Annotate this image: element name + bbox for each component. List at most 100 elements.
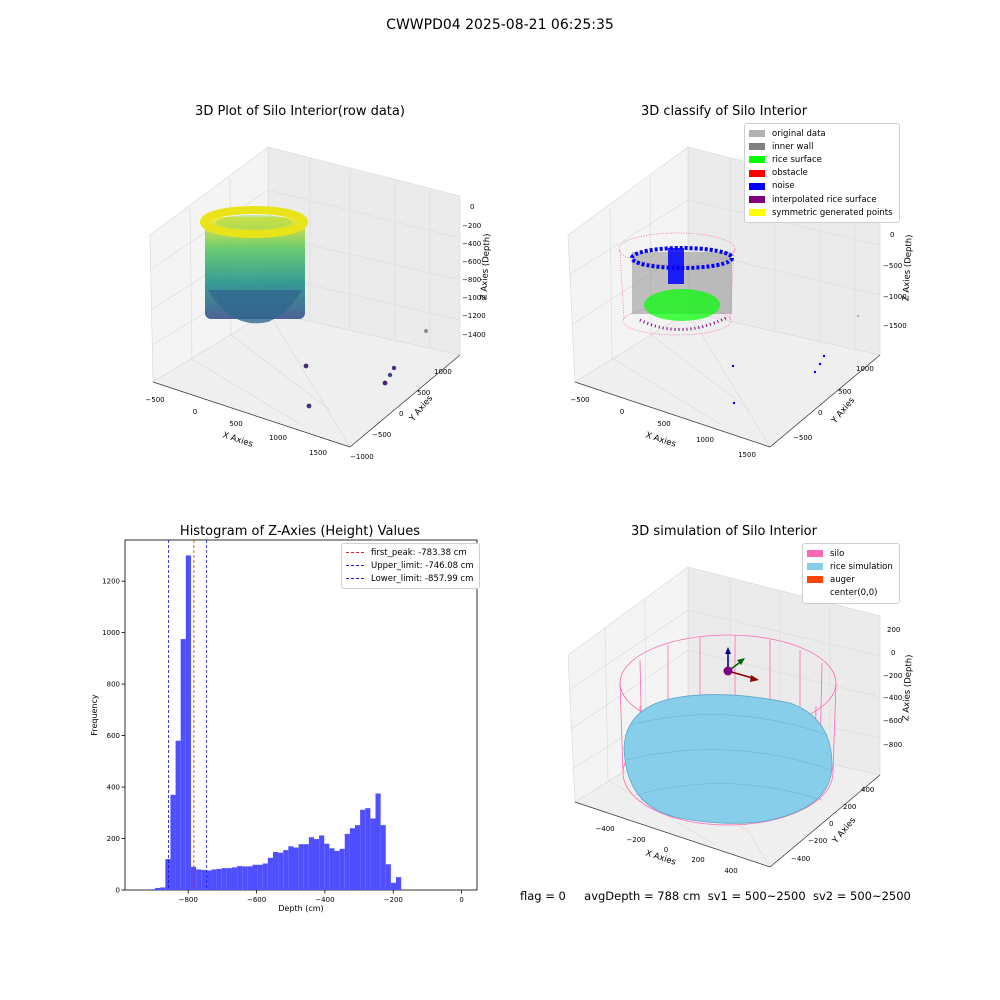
legend-swatch bbox=[807, 590, 823, 597]
simulation-z-tick: 0 bbox=[891, 649, 895, 657]
classify-3d-y-ticks: −500 0 500 1000 bbox=[793, 365, 874, 442]
histogram-bar bbox=[349, 828, 355, 890]
histogram-bar bbox=[293, 847, 299, 890]
simulation-x-tick: 200 bbox=[691, 856, 704, 864]
simulation-x-tick: 0 bbox=[664, 846, 668, 854]
histogram-bar bbox=[385, 864, 391, 890]
simulation-x-tick: −400 bbox=[595, 825, 614, 833]
histogram-bar bbox=[231, 867, 238, 890]
raw-z-tick: −200 bbox=[462, 222, 481, 230]
histogram-bar bbox=[242, 866, 248, 890]
legend-label: auger bbox=[830, 574, 855, 585]
legend-label: symmetric generated points bbox=[772, 207, 893, 218]
legend-item-interpolated-rice-surface: interpolated rice surface bbox=[749, 193, 893, 206]
legend-item-noise: noise bbox=[749, 180, 893, 193]
simulation-legend: silo rice simulation auger center(0,0) bbox=[802, 543, 900, 604]
simulation-z-tick: 200 bbox=[887, 626, 900, 634]
legend-label: obstacle bbox=[772, 168, 808, 179]
histogram-bar bbox=[324, 843, 330, 890]
simulation-z-tick: −800 bbox=[883, 741, 902, 749]
histogram-bar bbox=[190, 866, 197, 890]
sv1-text: sv1 = 500~2500 bbox=[707, 889, 806, 903]
classify-x-axis-label: X Axies bbox=[644, 430, 677, 449]
panel-raw-3d: −500 0 500 1000 1500 −1000 −500 0 500 10… bbox=[145, 146, 493, 461]
histogram-bar bbox=[370, 818, 376, 890]
raw-z-tick: −1000 bbox=[462, 294, 486, 302]
classify-y-tick: 500 bbox=[838, 388, 851, 396]
histogram-y-ticks: 0 200 400 600 800 1000 1200 bbox=[102, 578, 125, 895]
rice-simulation-surface bbox=[623, 694, 833, 824]
x-tick-label: −800 bbox=[179, 896, 198, 904]
histogram-y-axis-label: Frequency bbox=[90, 694, 99, 736]
histogram-bar bbox=[390, 882, 397, 890]
legend-item-symmetric-generated-points: symmetric generated points bbox=[749, 206, 893, 219]
y-tick-label: 0 bbox=[116, 887, 120, 895]
legend-line bbox=[346, 578, 364, 580]
legend-item-lower-limit: Lower_limit: -857.99 cm bbox=[346, 572, 474, 585]
y-tick-label: 400 bbox=[107, 784, 120, 792]
histogram-bar bbox=[396, 877, 402, 890]
legend-swatch bbox=[749, 143, 765, 151]
y-tick-label: 1000 bbox=[102, 629, 120, 637]
histogram-bar bbox=[201, 869, 207, 890]
raw-3d-y-ticks: −1000 −500 0 500 1000 bbox=[350, 368, 452, 461]
histogram-bar bbox=[278, 852, 284, 890]
simulation-3d-x-ticks: −400 −200 0 200 400 bbox=[595, 825, 737, 875]
simulation-y-axis-label: Y Axies bbox=[830, 815, 858, 846]
simulation-x-axis-label: X Axies bbox=[644, 848, 677, 867]
y-tick-label: 200 bbox=[107, 835, 120, 843]
raw-x-tick: 500 bbox=[229, 420, 242, 428]
classify-z-axis-label: Z Axies (Depth) bbox=[901, 234, 914, 301]
simulation-y-tick: −400 bbox=[791, 855, 810, 863]
simulation-3d-z-ticks: 200 0 −200 −400 −600 −800 bbox=[883, 626, 902, 749]
classify-x-tick: 500 bbox=[657, 420, 670, 428]
raw-y-tick: 500 bbox=[417, 389, 430, 397]
classify-x-tick: 1000 bbox=[696, 436, 714, 444]
raw-3d-points bbox=[200, 206, 428, 409]
classify-3d-points bbox=[618, 232, 860, 405]
panel-histogram: −800 −600 −400 −200 0 020040060080010001200 … bbox=[90, 539, 478, 913]
legend-item-rice-simulation: rice simulation bbox=[807, 560, 893, 573]
legend-line bbox=[346, 552, 364, 554]
histogram-bar bbox=[221, 868, 227, 890]
raw-z-tick: 0 bbox=[470, 203, 474, 211]
classify-x-tick: −500 bbox=[570, 396, 589, 404]
raw-z-axis-label: Z Axies (Depth) bbox=[479, 233, 492, 300]
raw-z-tick: −1200 bbox=[462, 312, 486, 320]
classify-z-tick: −1500 bbox=[883, 322, 907, 330]
histogram-bar bbox=[252, 864, 258, 890]
raw-x-tick: 1500 bbox=[309, 449, 327, 457]
classify-z-tick: −500 bbox=[883, 262, 902, 270]
histogram-bar bbox=[288, 846, 294, 890]
histogram-bar bbox=[206, 870, 212, 890]
raw-y-axis-label: Y Axies bbox=[407, 393, 435, 424]
histogram-bar bbox=[267, 857, 273, 890]
legend-label: silo bbox=[830, 548, 845, 559]
raw-y-tick: −1000 bbox=[350, 453, 374, 461]
avg-depth-text: avgDepth = 788 cm bbox=[584, 889, 701, 903]
legend-item-first-peak: first_peak: -783.38 cm bbox=[346, 546, 474, 559]
raw-y-tick: −500 bbox=[372, 431, 391, 439]
histogram-bar bbox=[175, 740, 181, 890]
simulation-y-tick: 400 bbox=[861, 786, 874, 794]
legend-swatch bbox=[749, 209, 765, 217]
histogram-bar bbox=[247, 866, 253, 890]
panel-title-histogram: Histogram of Z-Axies (Height) Values bbox=[179, 524, 421, 539]
classify-z-tick: −1000 bbox=[883, 293, 907, 301]
histogram-bar bbox=[216, 868, 222, 890]
simulation-z-axis-label: Z Axies (Depth) bbox=[901, 654, 914, 721]
legend-swatch bbox=[749, 196, 765, 204]
simulation-y-tick: 200 bbox=[843, 803, 856, 811]
simulation-3d-y-ticks: 400 200 0 −200 −400 bbox=[791, 786, 874, 863]
simulation-x-tick: 400 bbox=[724, 867, 737, 875]
panel-simulation-3d: −400 −200 0 200 400 400 200 0 −200 −400 … bbox=[567, 566, 915, 875]
raw-x-axis-label: X Axies bbox=[221, 430, 254, 449]
y-tick-label: 1200 bbox=[102, 578, 120, 586]
status-footer: flag = 0 avgDepth = 788 cm sv1 = 500~250… bbox=[520, 889, 911, 903]
histogram-bar bbox=[155, 887, 161, 890]
raw-y-tick: 1000 bbox=[434, 368, 452, 376]
simulation-z-tick: −400 bbox=[883, 694, 902, 702]
legend-swatch bbox=[749, 156, 765, 164]
histogram-bar bbox=[380, 825, 386, 890]
histogram-bar bbox=[272, 851, 279, 890]
